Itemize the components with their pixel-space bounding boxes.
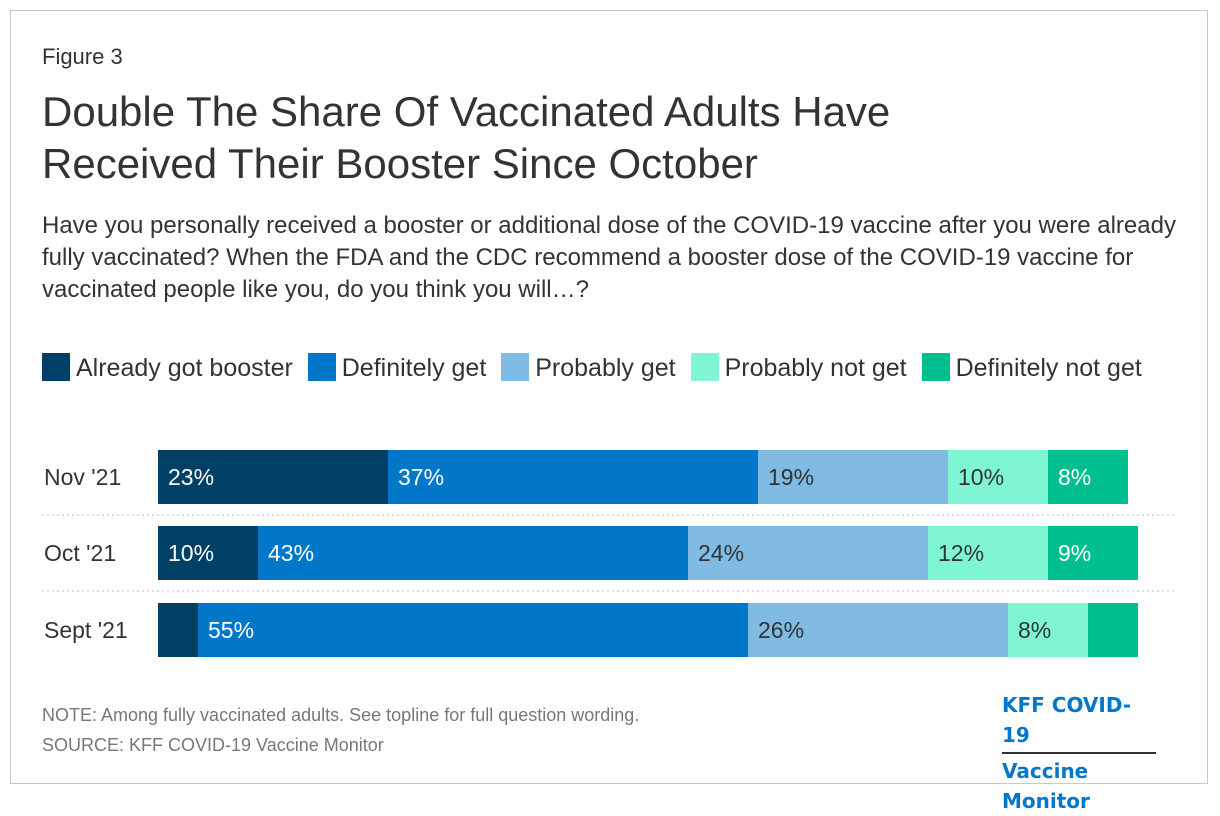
figure-label: Figure 3 <box>42 44 123 69</box>
title-line-1: Double The Share Of Vaccinated Adults Ha… <box>42 88 891 135</box>
bar-segment <box>158 526 258 580</box>
data-label: 8% <box>1058 464 1091 490</box>
data-label: 10% <box>958 464 1004 490</box>
bar-segment <box>1008 603 1088 657</box>
bar-segment <box>928 526 1048 580</box>
bar-segment <box>158 603 198 657</box>
data-label: 55% <box>208 617 254 643</box>
logo-line-2: Vaccine Monitor <box>1002 759 1090 813</box>
chart-legend: Already got booster Definitely get Proba… <box>42 348 1192 388</box>
bar-segment <box>748 603 1008 657</box>
chart-notes: NOTE: Among fully vaccinated adults. See… <box>42 700 639 760</box>
stacked-bar-chart: Nov '21 23% 37% 19% 10% 8% Oct '21 10% 43% 24% 12%… <box>42 450 1176 657</box>
data-label: 26% <box>758 617 804 643</box>
data-label: 19% <box>768 464 814 490</box>
bar-segment <box>1088 603 1138 657</box>
category-label: Nov '21 <box>44 464 121 490</box>
legend-label: Definitely get <box>341 354 487 382</box>
legend-swatch <box>921 353 950 381</box>
legend-swatch <box>690 353 719 381</box>
chart-subtitle: Have you personally received a booster o… <box>42 212 1176 303</box>
legend-item-definitely-get: Definitely get <box>307 353 487 382</box>
data-label: 12% <box>938 540 984 566</box>
legend-swatch <box>42 353 70 381</box>
bar-segment <box>158 450 388 504</box>
data-label: 37% <box>398 464 444 490</box>
data-label: 10% <box>168 540 214 566</box>
bar-segment <box>258 526 688 580</box>
bar-segment <box>948 450 1048 504</box>
note-text: NOTE: Among fully vaccinated adults. See… <box>42 705 640 725</box>
data-label: 9% <box>1058 540 1091 566</box>
bar-segment <box>688 526 928 580</box>
figure-frame <box>10 10 1208 784</box>
logo-line-1: KFF COVID-19 <box>1002 690 1156 754</box>
legend-label: Definitely not get <box>955 354 1142 382</box>
source-text: SOURCE: KFF COVID-19 Vaccine Monitor <box>42 735 384 755</box>
legend-swatch <box>501 353 530 381</box>
bar-segment <box>198 603 748 657</box>
bar-segment <box>1048 450 1128 504</box>
legend-item-definitely-not-get: Definitely not get <box>921 353 1142 382</box>
category-label: Oct '21 <box>44 540 116 566</box>
data-label: 23% <box>168 464 214 490</box>
legend-label: Probably get <box>535 354 676 382</box>
legend-label: Already got booster <box>76 354 293 382</box>
legend-item-probably-get: Probably get <box>501 353 676 382</box>
title-line-2: Received Their Booster Since October <box>42 140 758 187</box>
data-label: 24% <box>698 540 744 566</box>
data-label: 8% <box>1018 617 1051 643</box>
legend-item-already-got-booster: Already got booster <box>42 353 293 382</box>
legend-label: Probably not get <box>724 354 907 382</box>
bar-segment <box>388 450 758 504</box>
legend-swatch <box>307 353 336 381</box>
data-label: 43% <box>268 540 314 566</box>
kff-logo: KFF COVID-19 Vaccine Monitor <box>1002 690 1156 816</box>
category-label: Sept '21 <box>44 617 128 643</box>
bar-segment <box>1048 526 1138 580</box>
chart-title: Double The Share Of Vaccinated Adults Ha… <box>42 86 1162 190</box>
bar-segment <box>758 450 948 504</box>
legend-item-probably-not-get: Probably not get <box>690 353 907 382</box>
